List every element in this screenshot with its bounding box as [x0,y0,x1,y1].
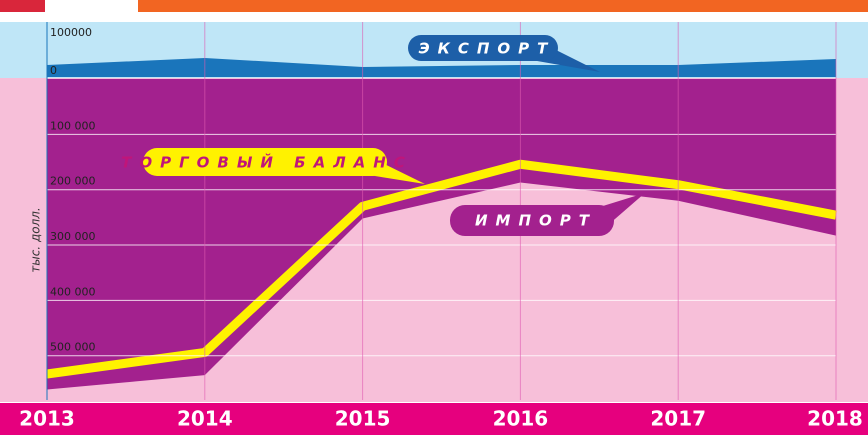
x-tick-label: 2018 [807,407,863,431]
pill [143,148,387,176]
area [47,58,836,77]
export-label: ЭКСПОРТ [419,40,556,58]
top-bar [138,0,868,12]
balance-label: ТОРГОВЫЙ БАЛАНС [121,153,413,172]
year-bar [0,403,868,435]
y-axis-label: тыс. долл. [29,207,43,272]
import-pill: ИМПОРТ [450,193,645,236]
x-tick-label: 2014 [177,407,233,431]
y-tick-label: 100 000 [50,119,96,132]
y-tick-label: 100000 [50,26,92,39]
x-tick-label: 2017 [650,407,706,431]
y-tick-label: 0 [50,64,57,77]
y-tick-label: 200 000 [50,175,96,188]
export-pill: ЭКСПОРТ [408,35,600,72]
vertical-lines [46,22,837,400]
y-tick-label: 500 000 [50,341,96,354]
balance-pill: ТОРГОВЫЙ БАЛАНС [121,148,425,184]
y-tick-label: 400 000 [50,285,96,298]
x-tick-label: 2013 [19,407,75,431]
pill [450,205,614,236]
pill [408,35,558,61]
x-tick-label: 2015 [335,407,391,431]
y-tick-label: 300 000 [50,230,96,243]
x-tick-label: 2016 [493,407,549,431]
import-label: ИМПОРТ [475,212,597,230]
corner-box [0,0,45,12]
